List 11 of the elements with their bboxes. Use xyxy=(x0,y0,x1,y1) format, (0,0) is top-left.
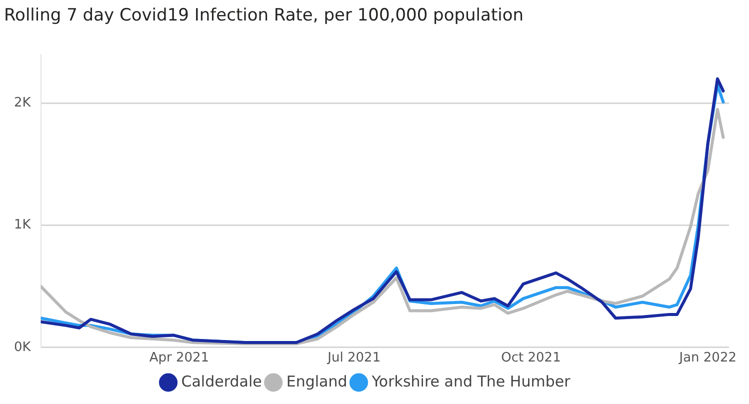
y-tick-label: 1K xyxy=(14,218,32,233)
x-tick-label: Oct 2021 xyxy=(501,350,561,366)
chart-title: Rolling 7 day Covid19 Infection Rate, per 100,000 population xyxy=(4,6,524,26)
y-tick-label: 0K xyxy=(14,340,32,355)
x-tick-label: Jul 2021 xyxy=(326,350,381,366)
x-tick-label: Apr 2021 xyxy=(149,350,210,366)
legend-label: Calderdale xyxy=(181,372,262,390)
x-tick-label: Jan 2022 xyxy=(678,350,736,366)
legend-label: Yorkshire and The Humber xyxy=(370,372,572,390)
y-tick-label: 2K xyxy=(14,96,32,111)
legend-label: England xyxy=(286,372,348,390)
